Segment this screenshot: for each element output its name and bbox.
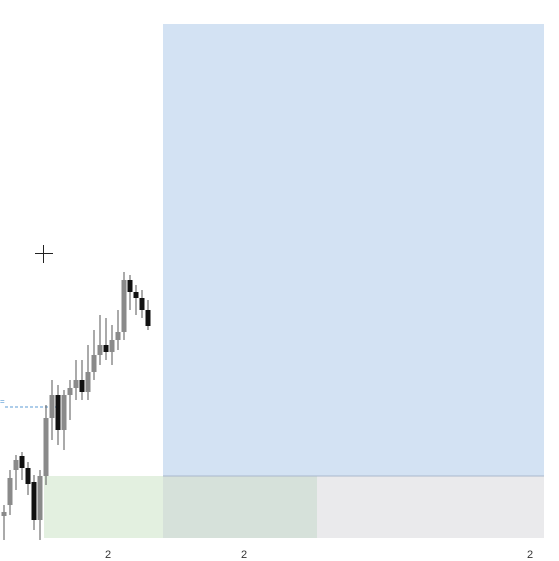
candle-body	[109, 340, 115, 352]
price-level-marker: =	[0, 397, 5, 406]
candle-body	[139, 298, 145, 310]
candle-body	[121, 280, 127, 332]
candle-body	[49, 395, 55, 418]
x-axis-tick-label: 2	[527, 549, 534, 561]
target-zone[interactable]	[44, 476, 163, 538]
crosshair-icon	[35, 245, 53, 263]
candle-body	[145, 310, 151, 326]
x-axis-tick-label: 2	[241, 549, 248, 561]
target-zone-overlap[interactable]	[163, 476, 317, 538]
candle-body	[85, 372, 91, 392]
candle-body	[19, 456, 25, 468]
candle-body	[43, 418, 49, 476]
candle-body	[1, 512, 7, 516]
candle-body	[7, 478, 13, 505]
candle-body	[133, 292, 139, 298]
x-axis-tick-label: 2	[105, 549, 112, 561]
candle-body	[25, 468, 31, 484]
candle-body	[115, 332, 121, 340]
candle-body	[31, 482, 37, 520]
candle-body	[103, 345, 109, 352]
candle-body	[67, 388, 73, 395]
candle-body	[79, 380, 85, 392]
candle-body	[37, 476, 43, 520]
candle-body	[55, 395, 61, 430]
candle-body	[97, 345, 103, 355]
candle-body	[61, 395, 67, 430]
stop-zone[interactable]	[317, 476, 544, 538]
candle-body	[13, 460, 19, 470]
projection-zone[interactable]	[163, 24, 544, 476]
candle-body	[73, 380, 79, 388]
candle-body	[91, 355, 97, 372]
candle-body	[127, 280, 133, 292]
